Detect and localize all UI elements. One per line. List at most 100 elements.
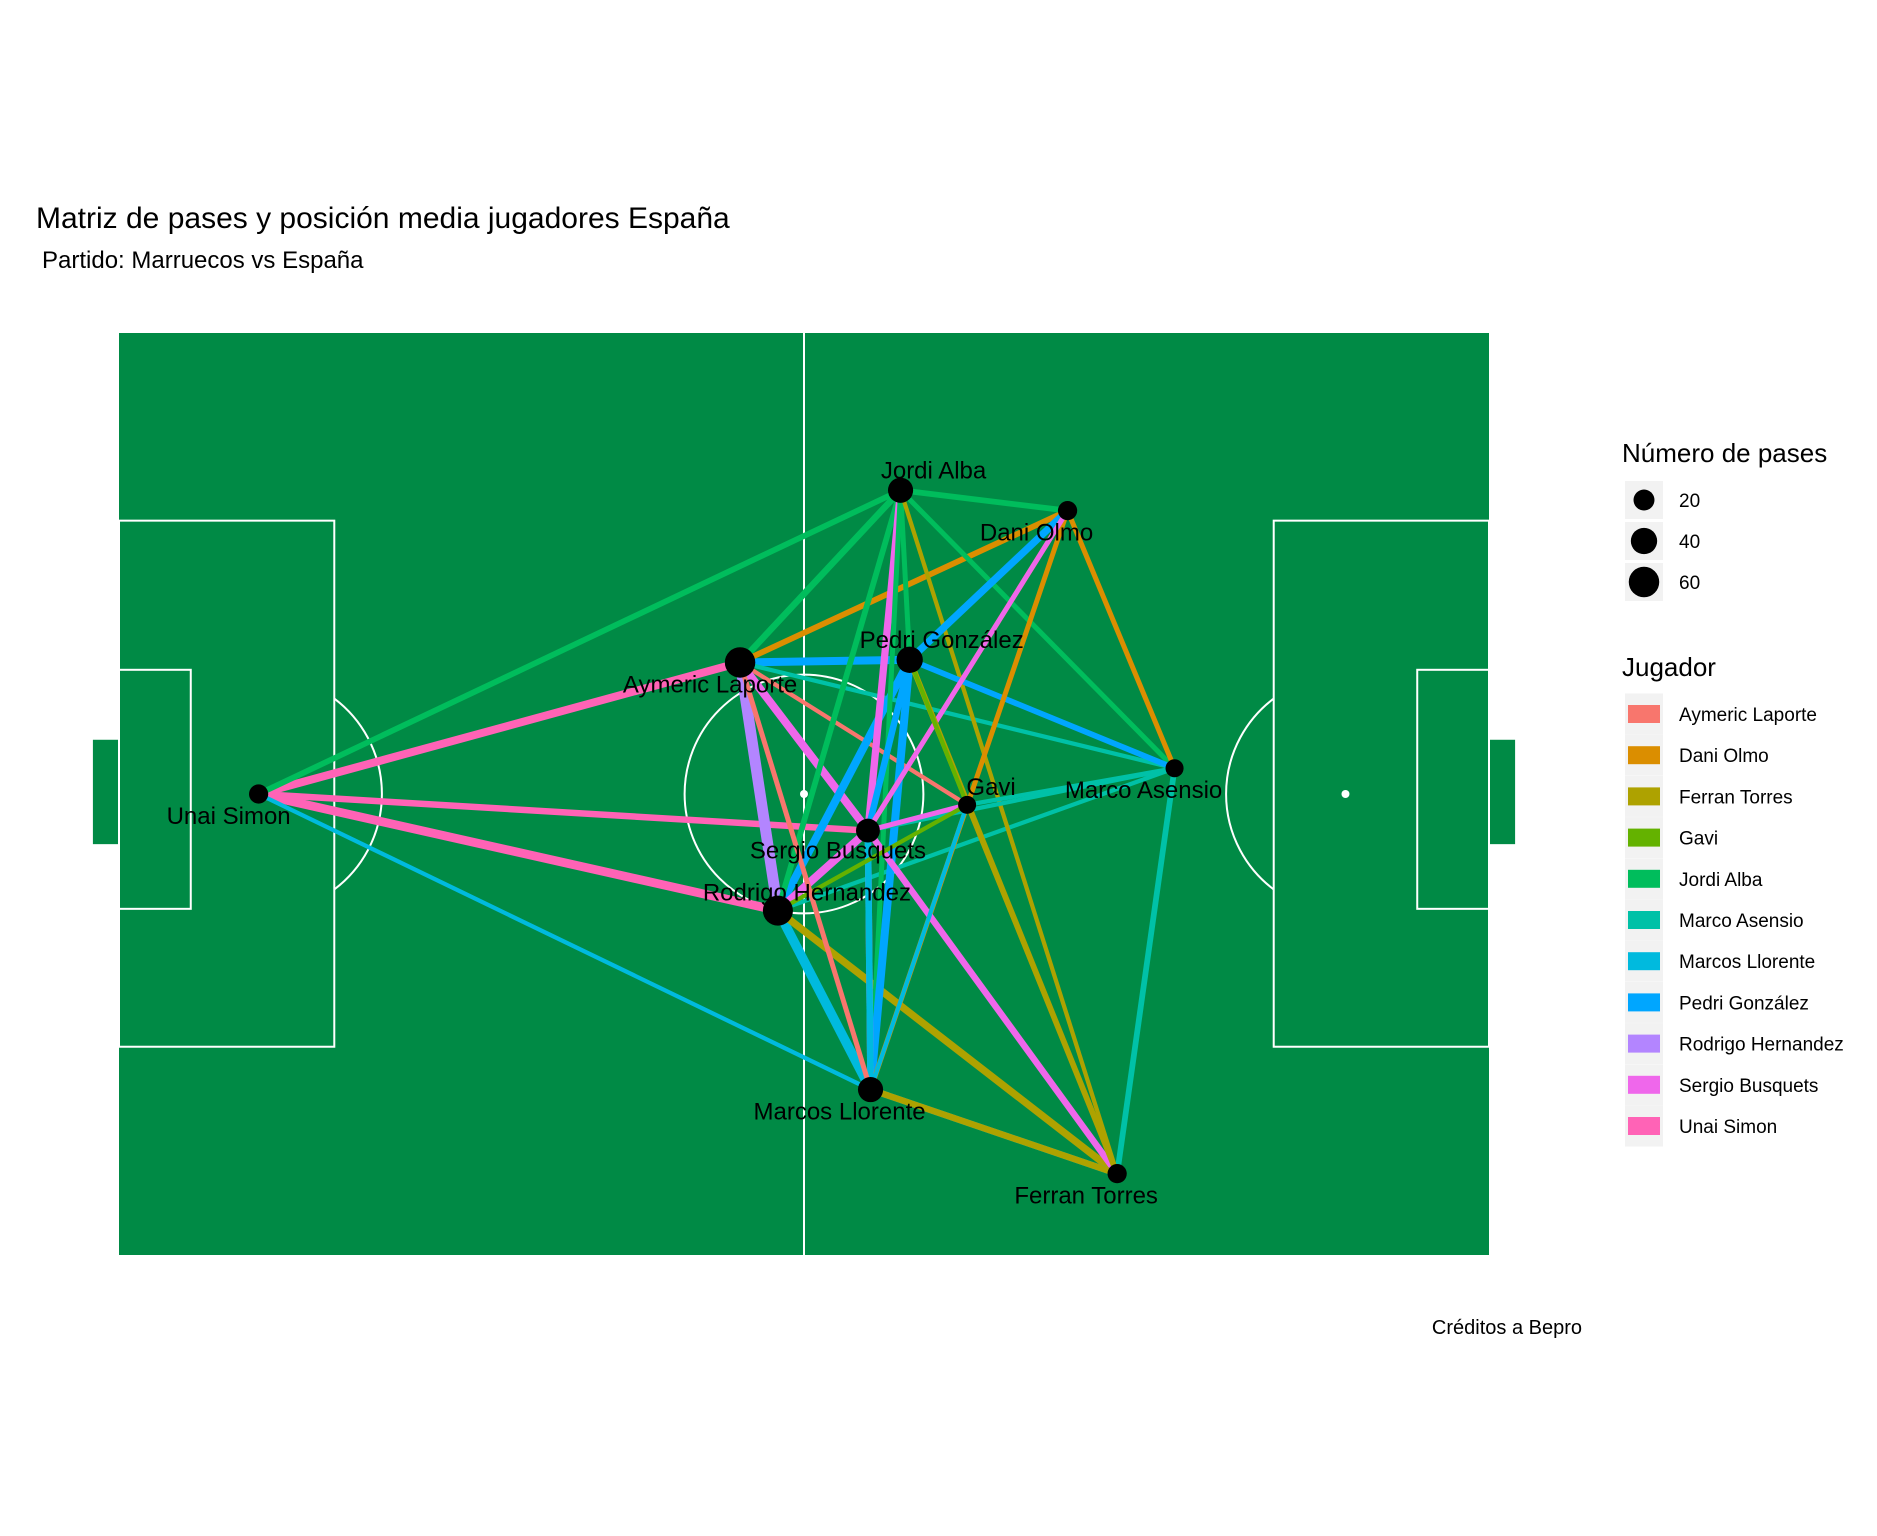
pass-line-sergio-busquets-to-rodrigo-hernandez <box>775 827 871 914</box>
player-node-unai-simon <box>248 784 269 804</box>
right-penalty-spot <box>1341 790 1350 798</box>
pass-line-sergio-busquets-to-aymeric-laporte <box>736 660 872 834</box>
player-labels: Unai Simon Aymeric Laporte Rodrigo Hernand… <box>167 457 1223 1209</box>
player-node-pedri-gonzalez <box>896 646 923 673</box>
chart-caption: Créditos a Bepro <box>1432 1317 1582 1339</box>
size-legend-label-40: 40 <box>1679 532 1700 553</box>
pass-line-jordi-alba-to-dani-olmo <box>900 487 1068 514</box>
player-nodes <box>248 477 1184 1184</box>
pass-lines <box>257 487 1178 1177</box>
color-legend-label-dani-olmo: Dani Olmo <box>1679 746 1769 767</box>
color-legend: Jugador Aymeric Laporte Dani Olmo Ferran T… <box>1622 652 1844 1147</box>
pass-line-pedri-gonzalez-to-dani-olmo <box>907 507 1071 663</box>
center-spot <box>800 790 808 798</box>
color-legend-swatch-gavi <box>1628 828 1660 847</box>
pass-line-jordi-alba-to-pedri-gonzalez <box>898 490 913 660</box>
pass-line-ferran-torres-to-marcos-llorente <box>869 1086 1119 1177</box>
pass-line-gavi-to-pedri-gonzalez <box>907 658 970 806</box>
right-penalty-arc <box>1225 697 1275 891</box>
pass-line-pedri-gonzalez-to-marcos-llorente <box>866 659 914 1090</box>
pass-line-dani-olmo-to-marco-asensio <box>1065 509 1177 770</box>
pass-line-aymeric-laporte-to-gavi <box>738 660 969 807</box>
football-pitch <box>92 333 1516 1255</box>
left-goal <box>92 739 119 845</box>
pass-line-jordi-alba-to-rodrigo-hernandez <box>775 489 904 912</box>
pass-line-jordi-alba-to-unai-simon <box>257 487 902 797</box>
player-node-aymeric-laporte <box>724 647 756 678</box>
pass-line-marco-asensio-to-rodrigo-hernandez <box>777 766 1176 913</box>
color-legend-label-unai-simon: Unai Simon <box>1679 1117 1777 1138</box>
pass-line-sergio-busquets-to-jordi-alba <box>864 489 905 831</box>
pass-line-unai-simon-to-aymeric-laporte <box>257 658 742 798</box>
pass-line-marco-asensio-to-gavi <box>966 766 1175 807</box>
pass-line-aymeric-laporte-to-marcos-llorente <box>737 661 873 1091</box>
pass-line-jordi-alba-to-marcos-llorente <box>868 490 904 1090</box>
color-legend-label-rodrigo-hernandez: Rodrigo Hernandez <box>1679 1035 1844 1056</box>
size-legend: Número de pases 20 40 60 <box>1622 438 1827 601</box>
player-label-unai-simon: Unai Simon <box>167 803 291 830</box>
right-goal <box>1489 739 1516 845</box>
pass-line-sergio-busquets-to-ferran-torres <box>865 828 1120 1176</box>
size-legend-dot-20 <box>1633 489 1655 511</box>
pass-line-pedri-gonzalez-to-marco-asensio <box>908 657 1176 771</box>
player-label-aymeric-laporte: Aymeric Laporte <box>623 671 797 698</box>
color-legend-swatch-aymeric-laporte <box>1628 705 1660 723</box>
chart-subtitle: Partido: Marruecos vs España <box>42 247 364 274</box>
color-legend-swatch-dani-olmo <box>1628 746 1660 765</box>
size-legend-dot-60 <box>1628 566 1660 598</box>
color-legend-title: Jugador <box>1622 652 1716 682</box>
player-label-pedri-gonzalez: Pedri González <box>860 627 1024 654</box>
pass-line-unai-simon-to-rodrigo-hernandez <box>257 789 779 915</box>
player-node-ferran-torres <box>1107 1164 1127 1184</box>
player-label-sergio-busquets: Sergio Busquets <box>750 838 926 865</box>
color-legend-swatch-marco-asensio <box>1628 911 1660 929</box>
size-legend-dot-40 <box>1630 527 1658 555</box>
size-legend-label-20: 20 <box>1679 491 1700 512</box>
color-legend-label-sergio-busquets: Sergio Busquets <box>1679 1076 1818 1097</box>
pass-line-sergio-busquets-to-dani-olmo <box>865 509 1070 832</box>
center-circle <box>683 673 925 915</box>
size-legend-title: Número de pases <box>1622 438 1827 468</box>
color-legend-label-ferran-torres: Ferran Torres <box>1679 787 1793 808</box>
color-legend-swatch-rodrigo-hernandez <box>1628 1034 1660 1053</box>
color-legend-label-marco-asensio: Marco Asensio <box>1679 911 1804 932</box>
pass-line-marco-asensio-to-aymeric-laporte <box>739 660 1176 771</box>
player-node-rodrigo-hernandez <box>762 895 793 926</box>
color-legend-swatch-ferran-torres <box>1628 787 1660 806</box>
left-goal-area <box>118 668 192 910</box>
color-legend-swatch-sergio-busquets <box>1628 1075 1660 1094</box>
color-legend-label-marcos-llorente: Marcos Llorente <box>1679 952 1815 973</box>
pass-line-ferran-torres-to-jordi-alba <box>898 489 1120 1175</box>
player-label-jordi-alba: Jordi Alba <box>881 457 987 484</box>
color-legend-label-gavi: Gavi <box>1679 829 1718 850</box>
player-node-jordi-alba <box>887 477 914 503</box>
pass-line-sergio-busquets-to-gavi <box>867 802 968 834</box>
pass-line-jordi-alba-to-marco-asensio <box>898 488 1177 770</box>
pass-line-marcos-llorente-to-rodrigo-hernandez <box>773 908 875 1092</box>
color-legend-swatch-jordi-alba <box>1628 869 1660 888</box>
pass-line-marcos-llorente-to-gavi <box>868 804 970 1091</box>
player-label-dani-olmo: Dani Olmo <box>980 520 1093 547</box>
player-label-marcos-llorente: Marcos Llorente <box>754 1099 926 1126</box>
pass-line-pedri-gonzalez-to-sergio-busquets <box>864 658 913 832</box>
right-goal-area <box>1416 668 1490 910</box>
pass-line-marcos-llorente-to-unai-simon <box>257 792 872 1092</box>
color-legend-swatch-marcos-llorente <box>1628 952 1660 971</box>
color-legend-label-pedri-gonzalez: Pedri González <box>1679 993 1809 1014</box>
color-legend-label-jordi-alba: Jordi Alba <box>1679 870 1763 891</box>
color-legend-swatch-unai-simon <box>1628 1117 1660 1135</box>
pass-line-marcos-llorente-to-sergio-busquets <box>864 830 874 1090</box>
color-legend-label-aymeric-laporte: Aymeric Laporte <box>1679 705 1817 726</box>
pass-line-rodrigo-hernandez-to-aymeric-laporte <box>734 661 784 912</box>
player-node-gavi <box>958 795 977 814</box>
pass-line-marco-asensio-to-ferran-torres <box>1114 767 1178 1175</box>
player-label-marco-asensio: Marco Asensio <box>1065 777 1222 804</box>
player-node-sergio-busquets <box>855 818 880 843</box>
pass-line-jordi-alba-to-aymeric-laporte <box>737 488 903 665</box>
pass-line-ferran-torres-to-rodrigo-hernandez <box>775 907 1120 1177</box>
player-label-rodrigo-hernandez: Rodrigo Hernandez <box>703 880 911 907</box>
player-label-ferran-torres: Ferran Torres <box>1014 1183 1158 1210</box>
player-node-dani-olmo <box>1057 501 1078 521</box>
chart-title: Matriz de pases y posición media jugador… <box>36 202 730 235</box>
